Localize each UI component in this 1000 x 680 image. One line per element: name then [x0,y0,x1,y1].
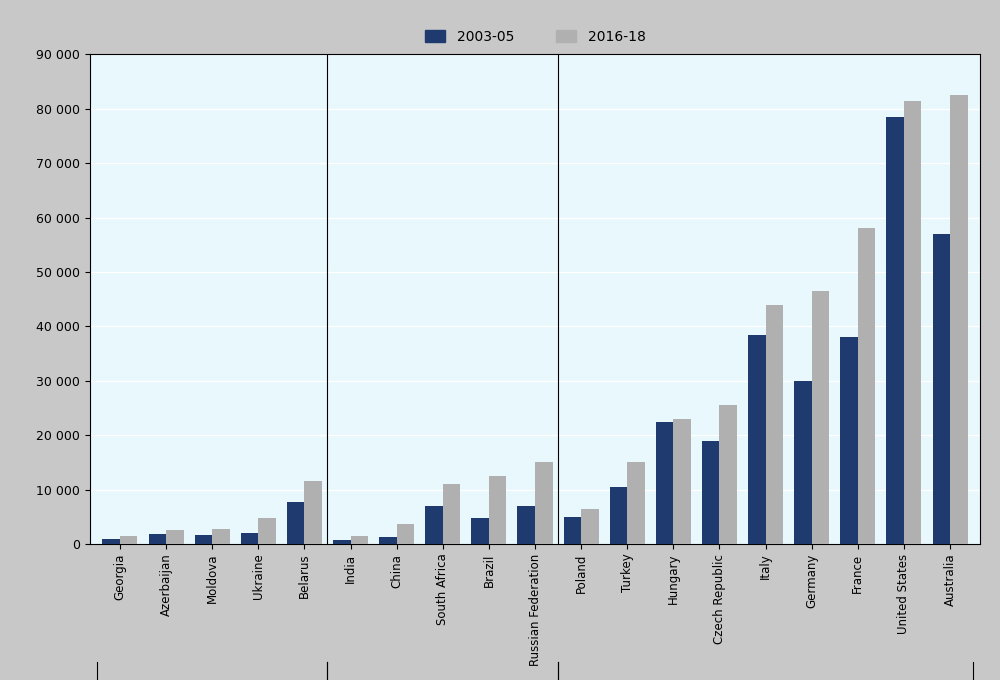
Bar [886,117,904,544]
Bar [581,509,599,544]
Bar [120,537,137,544]
Legend: 2003-05, 2016-18: 2003-05, 2016-18 [419,24,651,50]
Bar [166,530,184,544]
Bar [517,506,535,544]
Bar [443,484,460,544]
Bar [904,101,921,544]
Bar [858,228,875,544]
Bar [425,506,443,544]
Bar [397,524,414,544]
Bar [702,441,719,544]
Bar [258,518,276,544]
Bar [241,532,258,544]
Bar [673,419,691,544]
Bar [766,305,783,544]
Bar [102,539,120,544]
Bar [656,422,673,544]
Bar [212,529,230,544]
Bar [489,476,506,544]
Bar [719,405,737,544]
Bar [840,337,858,544]
Bar [149,534,166,544]
Bar [812,291,829,544]
Bar [304,481,322,544]
Bar [950,95,968,544]
Bar [195,535,212,544]
Bar [610,487,627,544]
Bar [748,335,766,544]
Bar [287,502,304,544]
Bar [933,234,950,544]
Bar [794,381,812,544]
Bar [564,517,581,544]
Bar [627,462,645,544]
Bar [379,537,397,544]
Bar [535,462,553,544]
Bar [471,518,489,544]
Bar [333,540,351,544]
Bar [351,537,368,544]
